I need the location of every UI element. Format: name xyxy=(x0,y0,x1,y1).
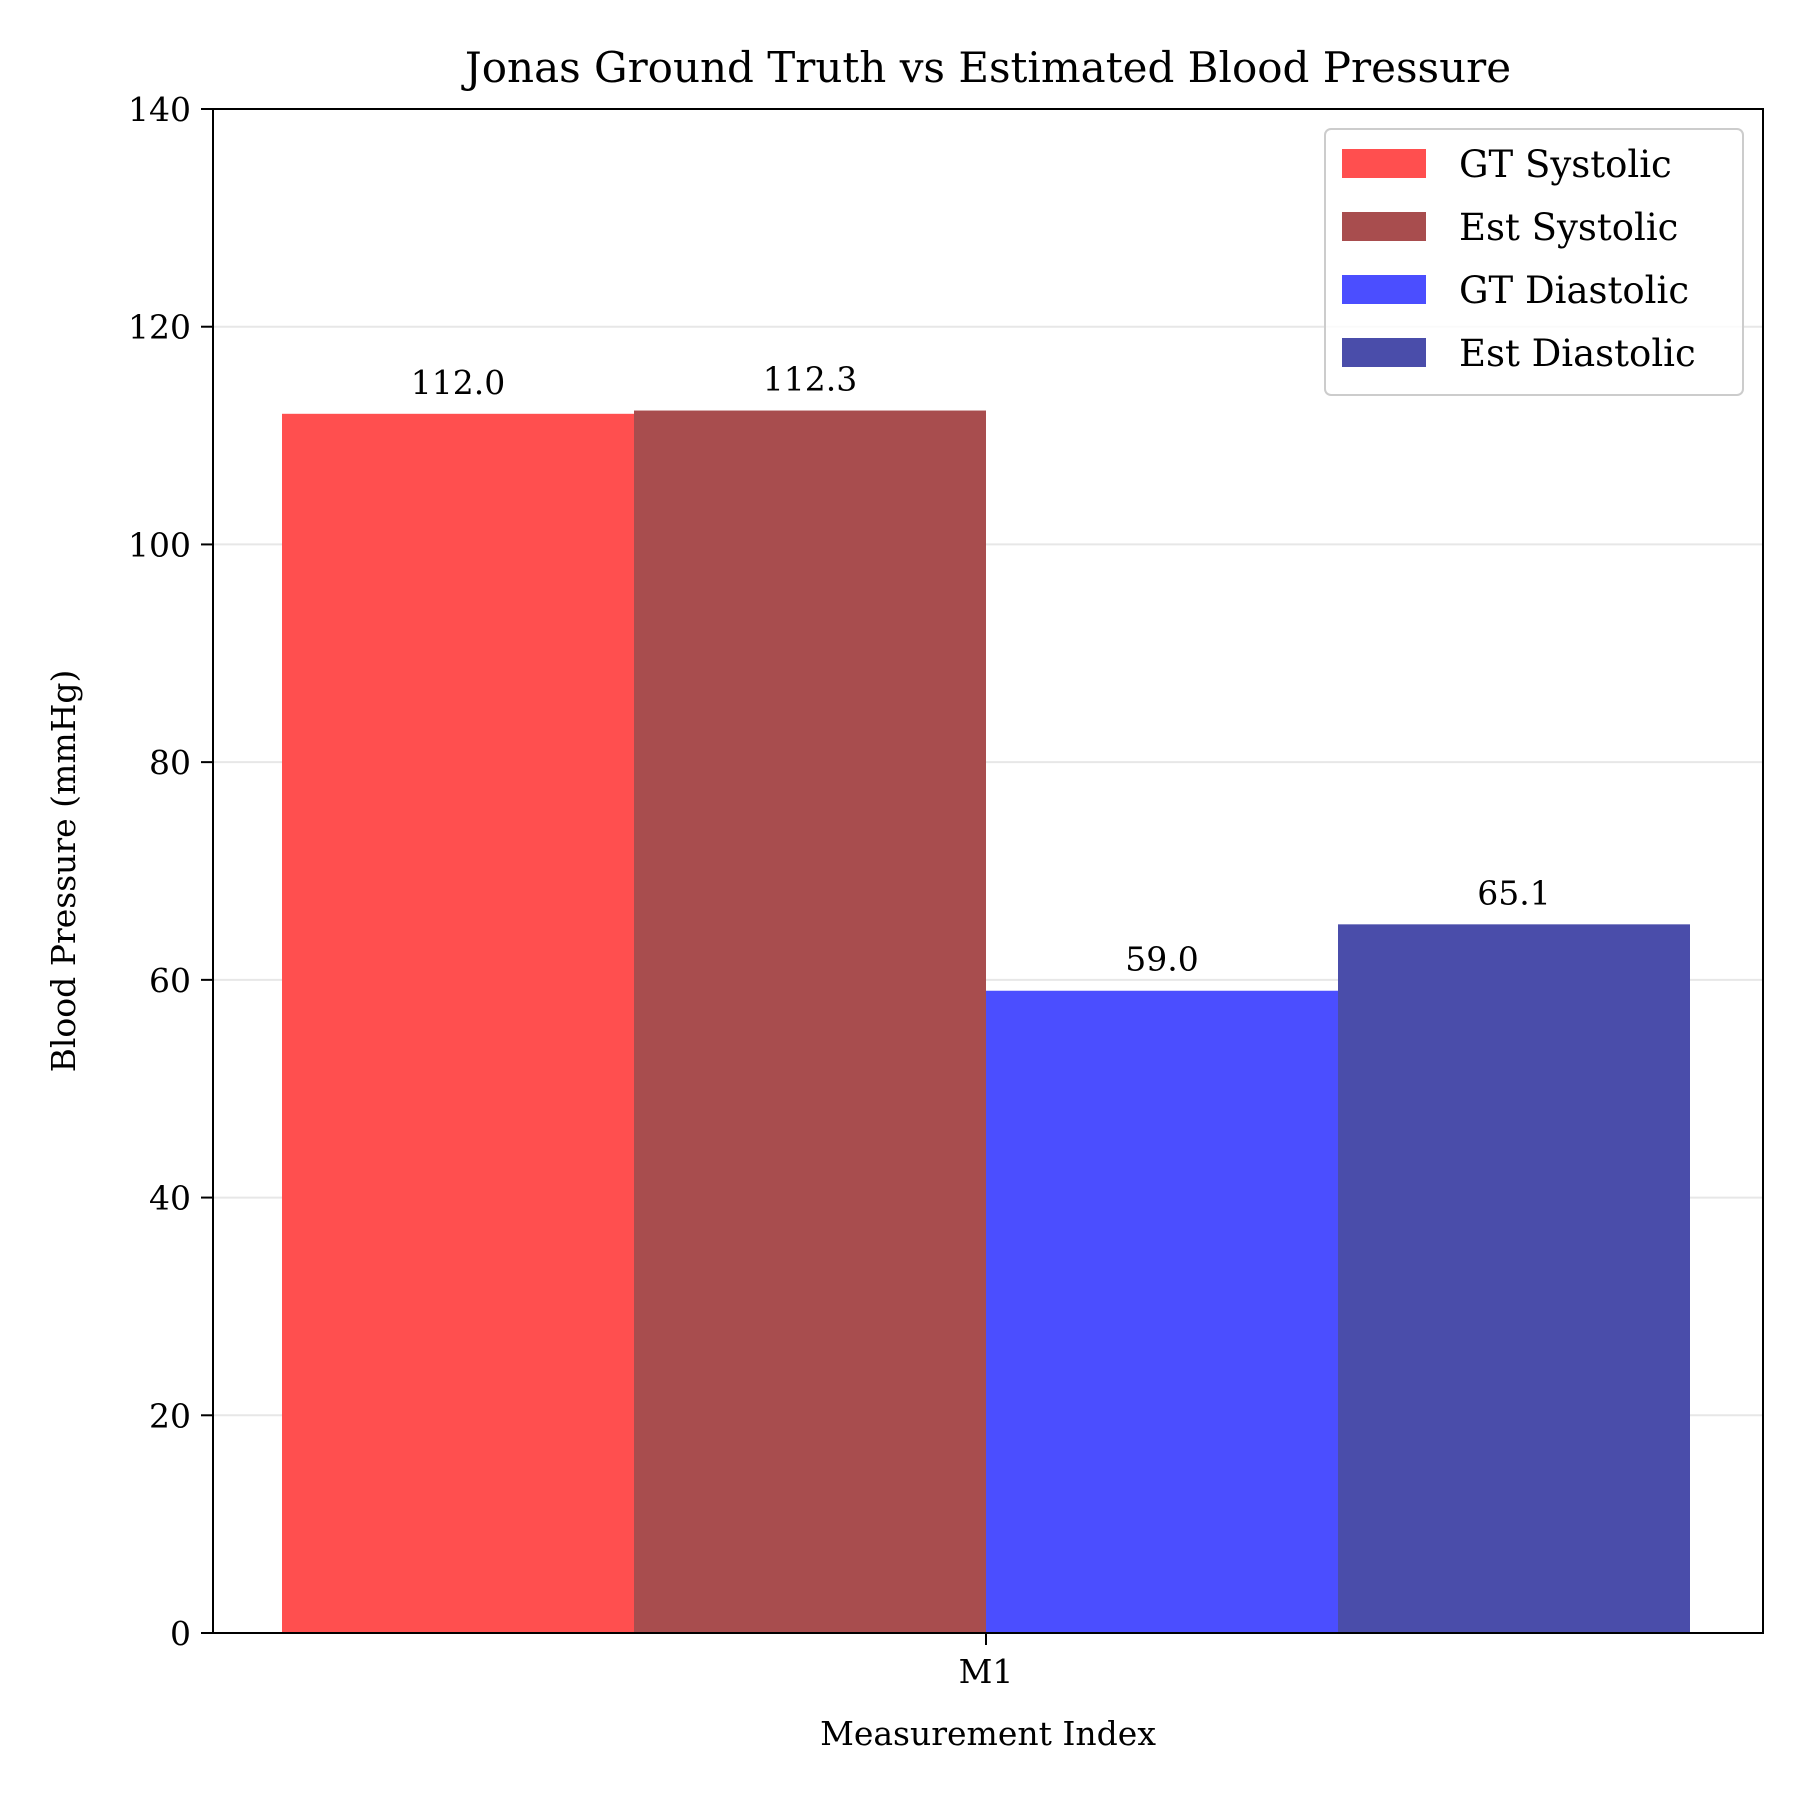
bar-value-labels: 112.0 112.3 59.0 65.1 xyxy=(411,360,1551,979)
y-tick-label: 20 xyxy=(149,1396,191,1435)
y-tick-label: 140 xyxy=(128,90,191,129)
legend-swatch xyxy=(1342,275,1426,304)
y-tick-label: 60 xyxy=(149,961,191,1000)
bar-est-systolic xyxy=(634,410,986,1633)
bars xyxy=(282,410,1690,1633)
y-tick-label: 0 xyxy=(170,1614,191,1653)
x-axis-label: Measurement Index xyxy=(820,1714,1156,1753)
y-tick-label: 100 xyxy=(128,525,191,564)
bar-est-diastolic xyxy=(1338,924,1690,1633)
legend-swatch xyxy=(1342,338,1426,367)
legend-label: Est Systolic xyxy=(1459,206,1678,249)
x-tick-label: M1 xyxy=(959,1652,1014,1691)
chart-title: Jonas Ground Truth vs Estimated Blood Pr… xyxy=(461,43,1511,92)
legend-swatch xyxy=(1342,149,1426,178)
bar-gt-diastolic xyxy=(986,990,1338,1633)
bar-gt-systolic xyxy=(282,413,634,1633)
y-tick-label: 40 xyxy=(149,1179,191,1218)
y-axis-ticks: 0 20 40 60 80 100 120 140 xyxy=(128,90,213,1653)
legend-box xyxy=(1324,128,1744,396)
legend: GT Systolic Est Systolic GT Diastolic Est D… xyxy=(1324,128,1744,396)
bar-value-label: 59.0 xyxy=(1125,940,1198,979)
bar-value-label: 112.3 xyxy=(763,360,857,399)
legend-label: Est Diastolic xyxy=(1459,332,1696,375)
legend-label: GT Systolic xyxy=(1459,143,1672,186)
bar-value-label: 65.1 xyxy=(1477,873,1550,912)
plot-frame xyxy=(212,108,1764,1634)
legend-swatch xyxy=(1342,212,1426,241)
x-axis-ticks: M1 xyxy=(959,1633,1014,1691)
bar-value-label: 112.0 xyxy=(411,363,505,402)
legend-label: GT Diastolic xyxy=(1459,269,1689,312)
y-tick-label: 120 xyxy=(128,308,191,347)
y-tick-label: 80 xyxy=(149,743,191,782)
y-axis-label: Blood Pressure (mmHg) xyxy=(44,670,83,1073)
